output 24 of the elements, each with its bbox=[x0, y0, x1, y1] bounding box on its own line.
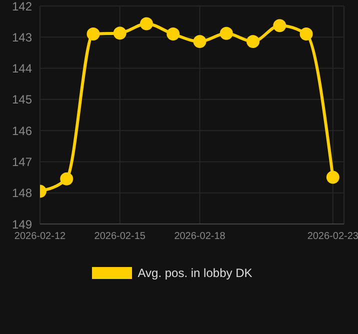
point bbox=[193, 35, 206, 48]
x-tick-label: 2026-02-15 bbox=[94, 231, 146, 242]
y-tick-label: 147 bbox=[12, 154, 32, 169]
point bbox=[273, 19, 286, 32]
y-tick-label: 142 bbox=[12, 0, 32, 14]
y-tick-label: 149 bbox=[12, 217, 32, 232]
x-tick-label: 2026-02-18 bbox=[174, 231, 226, 242]
x-tick-label: 2026-02-23 bbox=[307, 231, 358, 242]
y-tick-label: 145 bbox=[12, 92, 32, 107]
point bbox=[140, 17, 154, 30]
point bbox=[113, 26, 126, 40]
point bbox=[246, 35, 260, 48]
point bbox=[60, 172, 74, 186]
y-tick-label: 143 bbox=[12, 30, 32, 44]
point bbox=[300, 28, 313, 41]
y-tick-label: 148 bbox=[12, 186, 32, 200]
point bbox=[220, 26, 233, 40]
x-tick-label: 2026-02-12 bbox=[14, 231, 66, 242]
y-tick-label: 146 bbox=[12, 124, 32, 138]
y-tick-label: 144 bbox=[12, 62, 32, 76]
point bbox=[326, 170, 340, 184]
point bbox=[86, 28, 100, 41]
point bbox=[166, 28, 180, 41]
legend-label: Avg. pos. in lobby DK bbox=[136, 266, 252, 280]
